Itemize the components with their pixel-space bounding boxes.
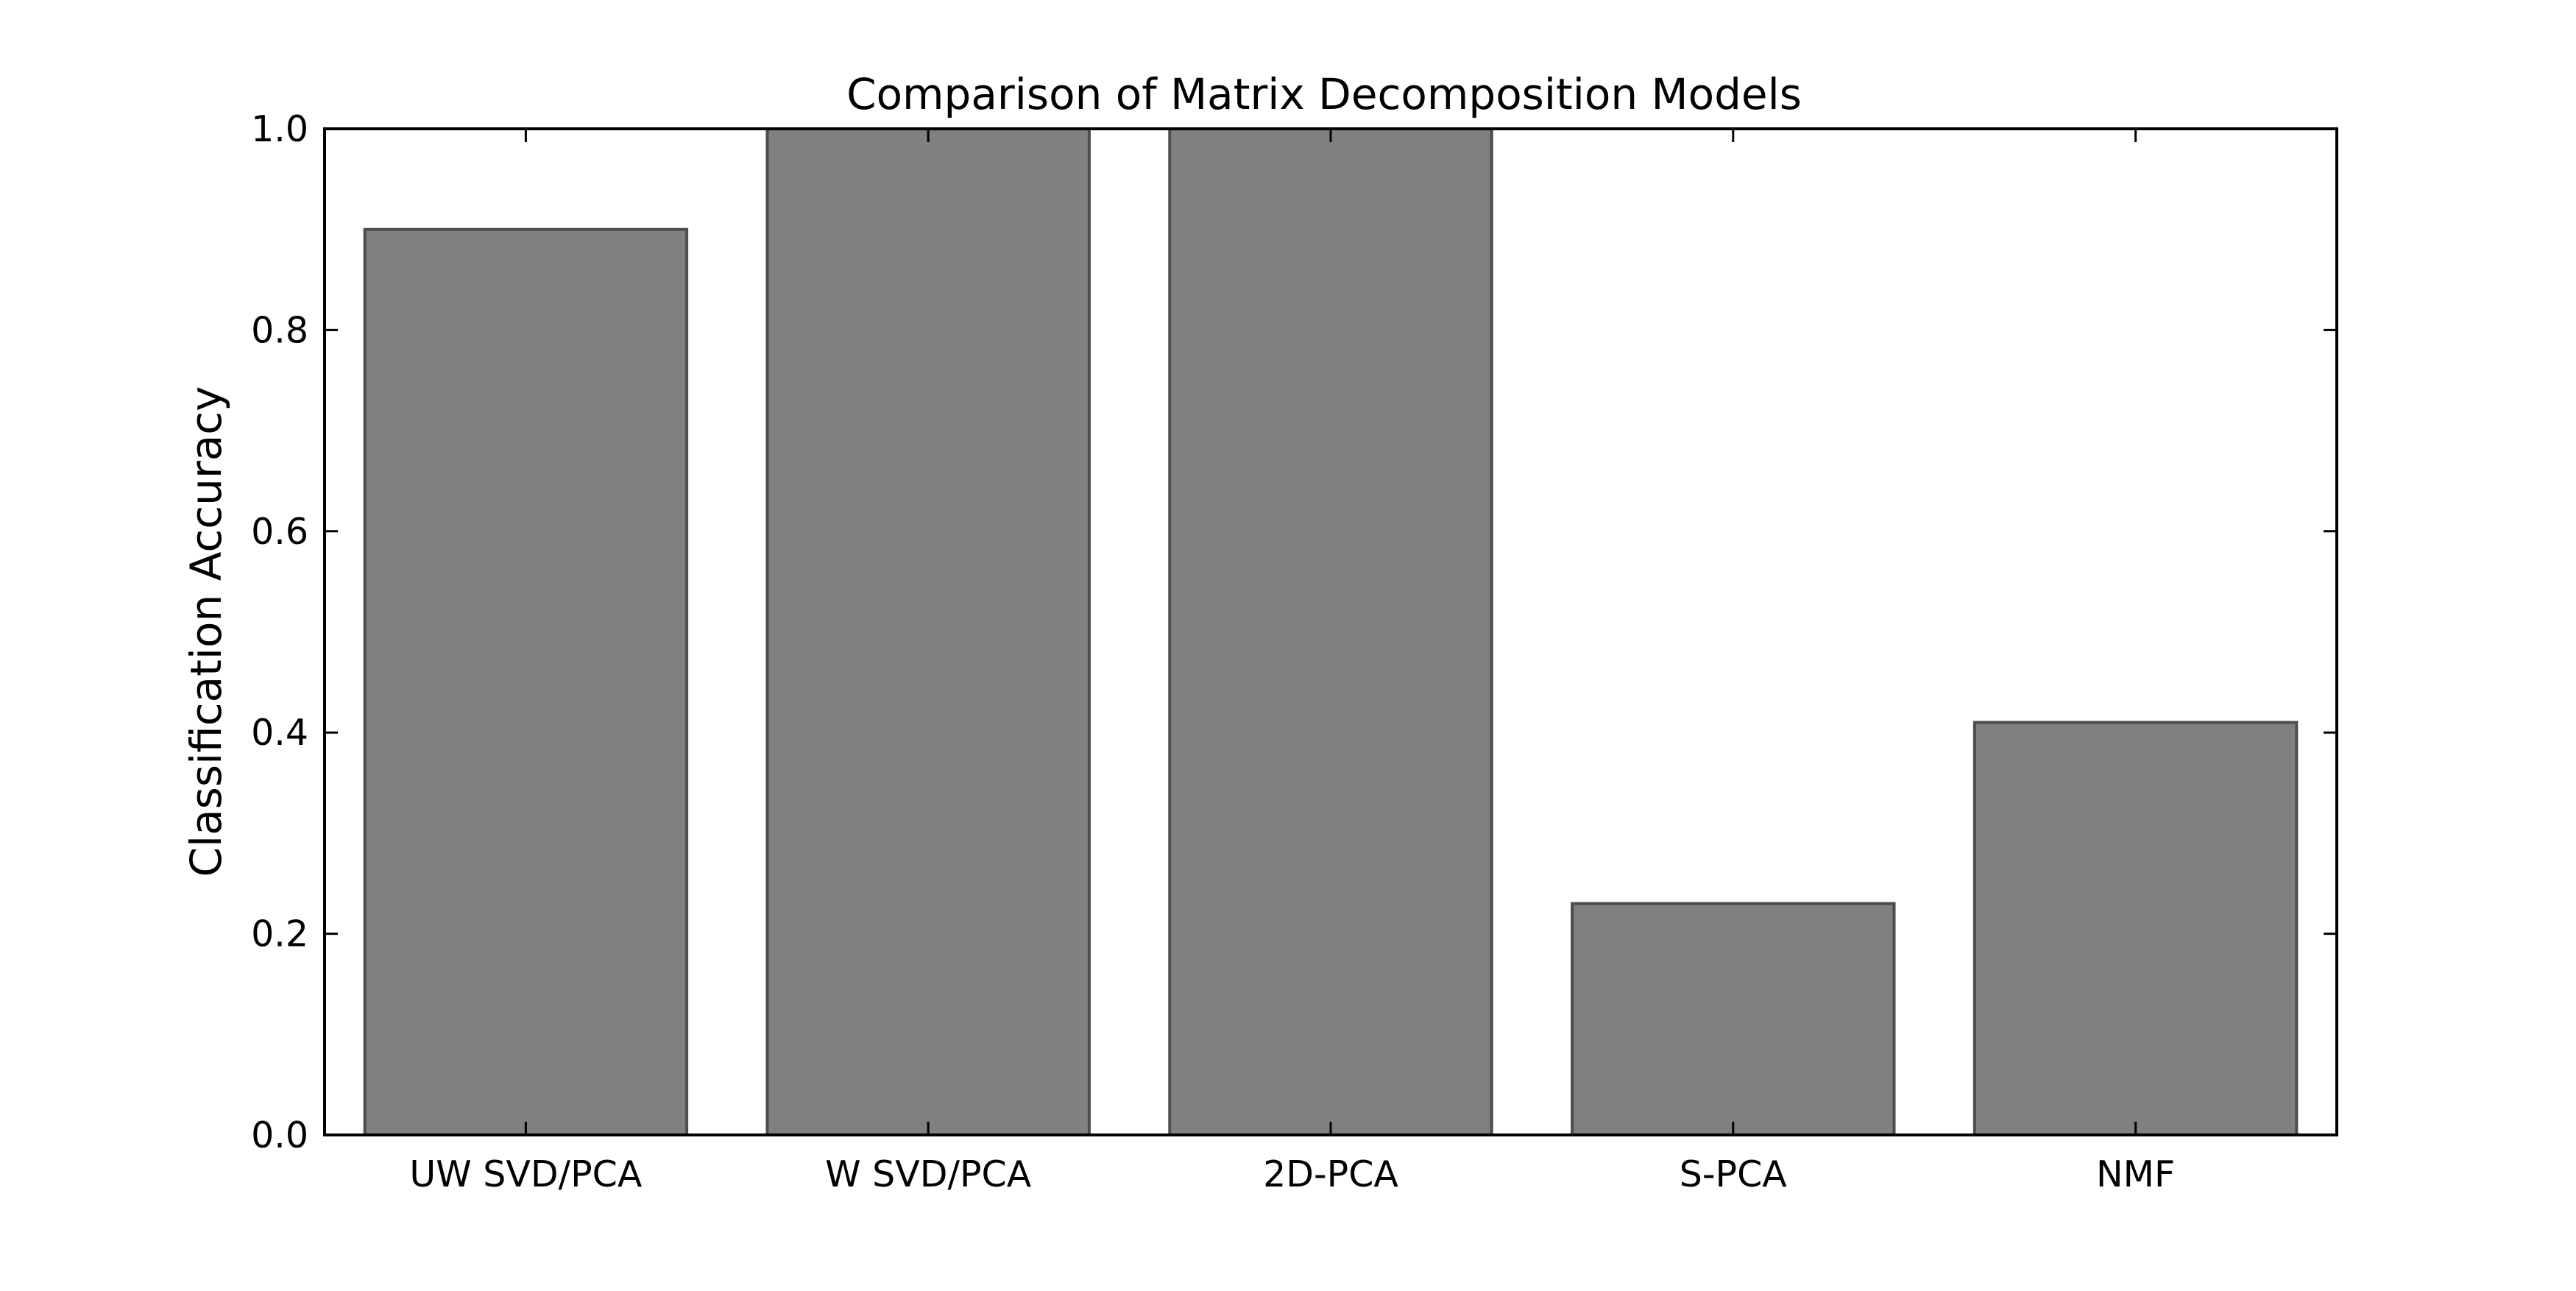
chart-title: Comparison of Matrix Decomposition Model… <box>846 69 1802 119</box>
y-tick-label: 1.0 <box>251 108 308 150</box>
y-tick-label: 0.8 <box>251 309 308 351</box>
bar-w-svd-pca <box>765 127 1091 1136</box>
x-tick-labels: UW SVD/PCA W SVD/PCA 2D-PCA S-PCA NMF <box>409 1153 2175 1195</box>
bar-nmf <box>1972 721 2299 1136</box>
x-tick-label: 2D-PCA <box>1263 1153 1398 1195</box>
bar-2d-pca <box>1168 127 1493 1136</box>
bars-layer <box>363 127 2299 1137</box>
x-tick-label: UW SVD/PCA <box>409 1153 643 1195</box>
bar-s-pca <box>1571 902 1896 1136</box>
x-tick-label: W SVD/PCA <box>825 1153 1032 1195</box>
x-tick-label: S-PCA <box>1680 1153 1788 1195</box>
x-tick-label: NMF <box>2096 1153 2175 1195</box>
y-axis-label: Classification Accuracy <box>181 386 231 877</box>
bar-uw-svd-pca <box>363 227 689 1137</box>
y-tick-label: 0.2 <box>251 913 308 955</box>
y-tick-labels: 0.0 0.2 0.4 0.6 0.8 1.0 <box>251 108 308 1156</box>
y-tick-label: 0.6 <box>251 511 308 553</box>
y-tick-label: 0.4 <box>251 712 308 754</box>
y-tick-label: 0.0 <box>251 1114 308 1156</box>
ticks-layer <box>325 127 2337 1136</box>
